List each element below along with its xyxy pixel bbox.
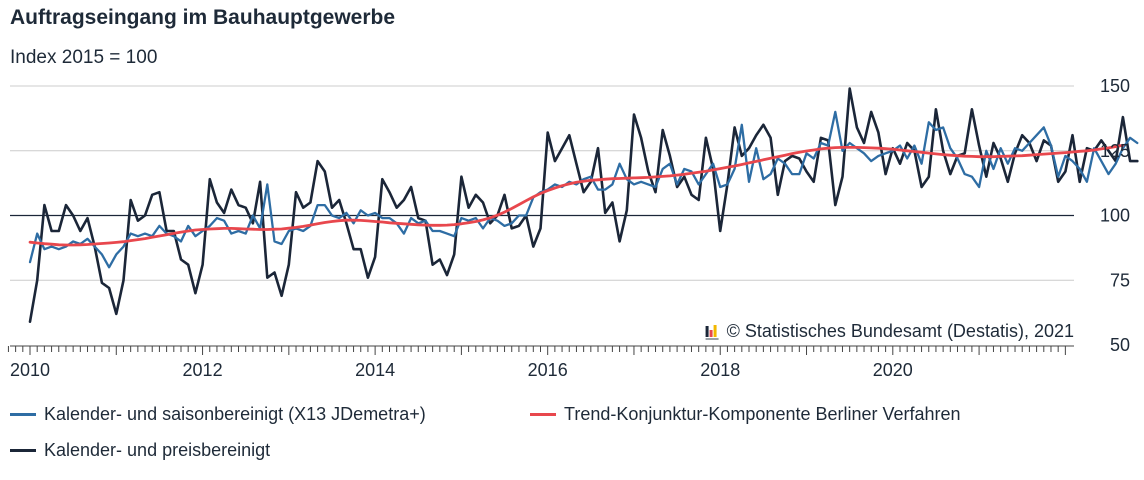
legend-item-saison: Kalender- und saisonbereinigt (X13 JDeme… (10, 404, 426, 425)
series-line-saison (28, 110, 1139, 269)
series-line-preis (28, 87, 1139, 323)
destatis-logo-icon (705, 325, 719, 340)
logo-bar (713, 325, 717, 337)
chart-subtitle: Index 2015 = 100 (10, 47, 158, 68)
x-tick-label: 2018 (700, 360, 740, 380)
x-tick-label: 2020 (873, 360, 913, 380)
line-chart: 2010 2012 2014 2016 2018 2020 50 75 100 125 150 ©… (7, 76, 1139, 380)
source-credit: © Statistisches Bundesamt (Destatis), 20… (727, 321, 1074, 341)
legend-label-saison: Kalender- und saisonbereinigt (X13 JDeme… (44, 404, 426, 424)
legend-swatch-saison (10, 413, 36, 416)
logo-bar (709, 330, 713, 337)
x-tick-label: 2010 (10, 360, 50, 380)
legend-swatch-trend (530, 413, 556, 416)
gridlines (10, 85, 1074, 281)
legend-label-preis: Kalender- und preisbereinigt (44, 440, 271, 460)
chart-title: Auftragseingang im Bauhauptgewerbe (10, 6, 396, 29)
x-axis: 2010 2012 2014 2016 2018 2020 (7, 345, 1074, 380)
legend-label-trend: Trend-Konjunktur-Komponente Berliner Ver… (564, 404, 961, 424)
logo-base (705, 338, 719, 340)
logo-bar (705, 326, 709, 337)
legend-swatch-preis (10, 449, 36, 452)
series-lines (28, 87, 1139, 323)
y-axis: 50 75 100 125 150 (1100, 76, 1130, 355)
x-tick-label: 2014 (355, 360, 395, 380)
legend-item-trend: Trend-Konjunktur-Komponente Berliner Ver… (530, 404, 961, 425)
y-tick-label: 75 (1110, 270, 1130, 290)
legend-item-preis: Kalender- und preisbereinigt (10, 440, 270, 461)
y-tick-label: 100 (1100, 206, 1130, 226)
series-line-trend (28, 143, 1125, 247)
y-tick-label: 125 (1100, 141, 1130, 161)
x-tick-label: 2012 (183, 360, 223, 380)
y-tick-label: 150 (1100, 76, 1130, 96)
x-tick-label: 2016 (528, 360, 568, 380)
y-tick-label: 50 (1110, 335, 1130, 355)
